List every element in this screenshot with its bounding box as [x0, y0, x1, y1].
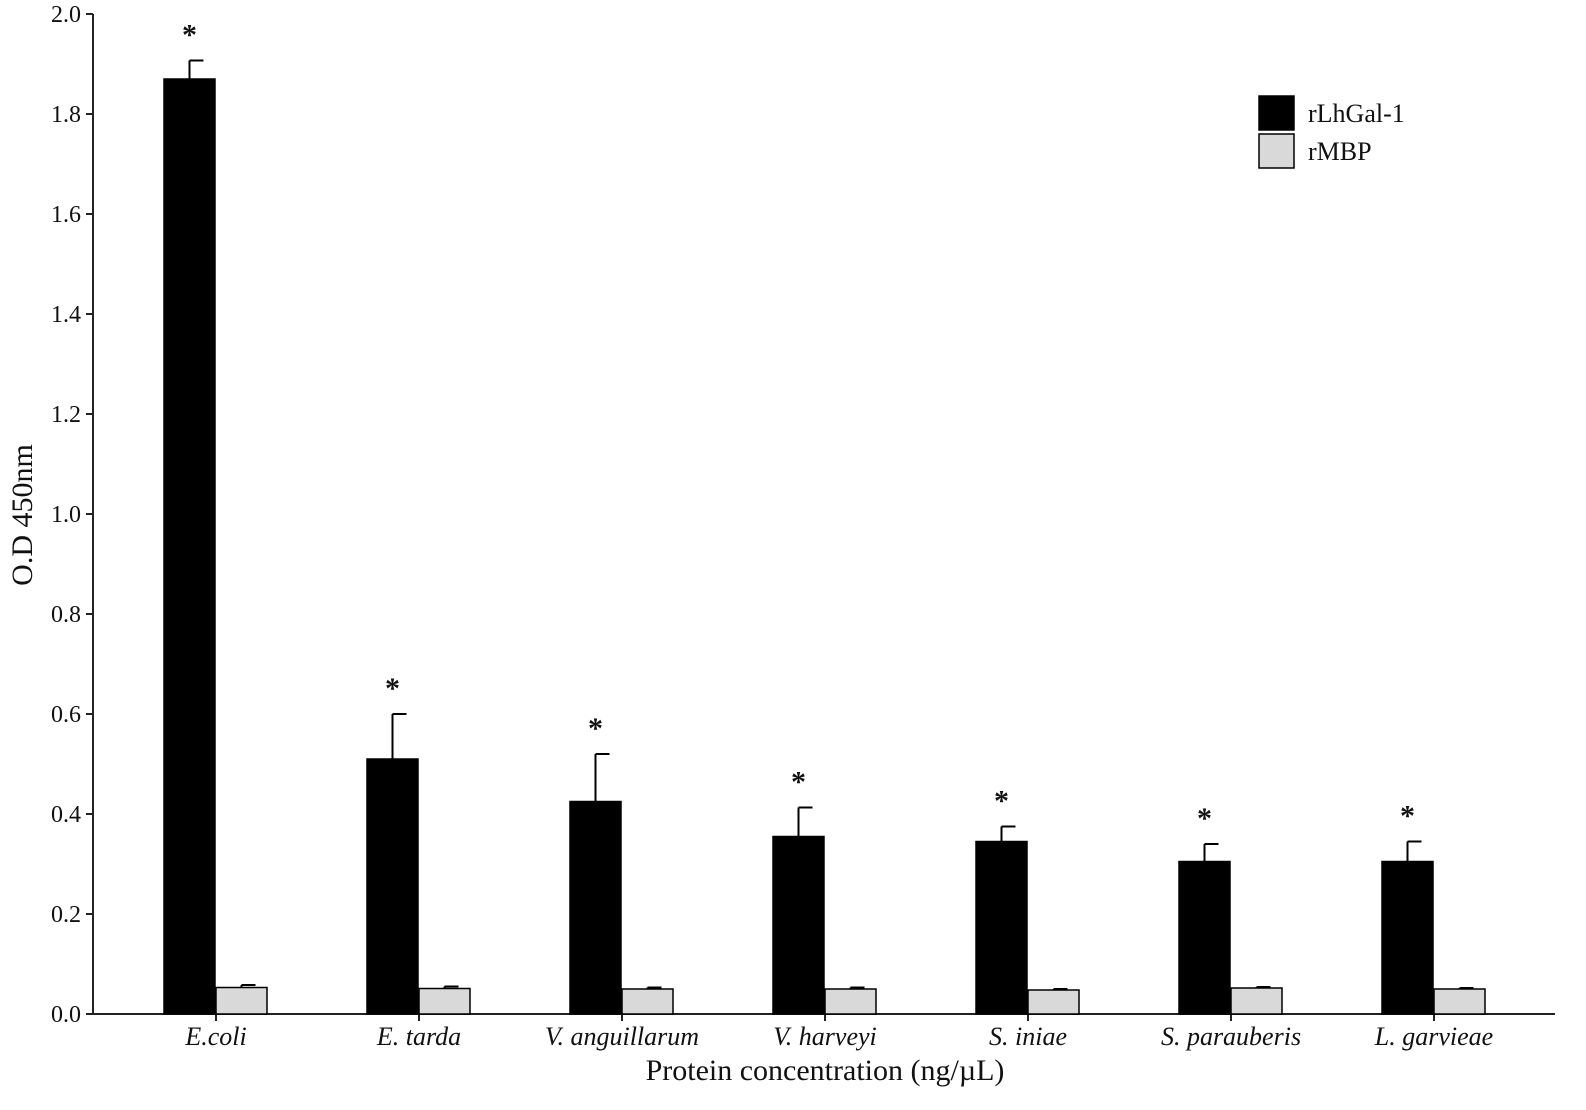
y-tick-label: 1.6	[51, 202, 81, 228]
y-tick-label: 2.0	[51, 2, 81, 28]
y-tick-label: 0.0	[51, 1002, 81, 1028]
significance-star: *	[1400, 800, 1415, 833]
significance-star: *	[182, 19, 197, 52]
legend-swatch	[1258, 95, 1295, 131]
bar-rmbp	[1230, 987, 1283, 1015]
y-tick-label: 0.6	[51, 702, 81, 728]
bars	[163, 78, 1486, 1015]
significance-star: *	[791, 766, 806, 799]
y-tick-label: 1.4	[51, 302, 81, 328]
significance-star: *	[1197, 802, 1212, 835]
legend-label: rMBP	[1308, 137, 1372, 166]
bar-rmbp	[1027, 989, 1080, 1015]
bar-rlhgal1	[163, 78, 216, 1015]
y-tick-label: 1.2	[51, 402, 81, 428]
x-tick-label: E. tarda	[376, 1022, 461, 1051]
bar-rmbp	[215, 986, 268, 1015]
significance-star: *	[994, 785, 1009, 818]
y-tick-label: 1.8	[51, 102, 81, 128]
bar-rlhgal1	[975, 840, 1028, 1015]
y-tick-label: 0.2	[51, 902, 81, 928]
bar-rmbp	[418, 987, 471, 1015]
x-tick-label: E.coli	[184, 1022, 246, 1051]
legend-swatch	[1258, 133, 1295, 169]
y-tick-label: 0.4	[51, 802, 81, 828]
error-bars	[188, 59, 1474, 990]
y-axis: 0.0 0.2 0.4 0.6 0.8 1.0 1.2 1.4 1.6 1.8 2.0	[51, 2, 94, 1028]
legend: rLhGal-1 rMBP	[1258, 95, 1405, 169]
x-axis: E.coli E. tarda V. anguillarum V. harveyi S.…	[93, 1013, 1555, 1051]
bar-rlhgal1	[772, 835, 825, 1015]
significance-star: *	[588, 712, 603, 745]
bar-rmbp	[621, 988, 674, 1015]
x-tick-label: V. harveyi	[773, 1022, 877, 1051]
bar-rlhgal1	[1381, 860, 1434, 1015]
y-tick-label: 1.0	[51, 502, 81, 528]
bar-rlhgal1	[569, 800, 622, 1015]
bar-rmbp	[824, 988, 877, 1015]
x-axis-title: Protein concentration (ng/µL)	[646, 1054, 1005, 1087]
significance-markers: * * * * * * *	[182, 19, 1415, 836]
x-tick-label: V. anguillarum	[545, 1022, 699, 1051]
x-tick-label: S. iniae	[989, 1022, 1067, 1051]
bar-rmbp	[1433, 988, 1486, 1015]
y-tick-label: 0.8	[51, 602, 81, 628]
significance-star: *	[385, 672, 400, 705]
bar-rlhgal1	[366, 758, 419, 1015]
bar-rlhgal1	[1178, 860, 1231, 1015]
y-axis-title: O.D 450nm	[6, 444, 39, 586]
legend-label: rLhGal-1	[1308, 99, 1405, 128]
x-tick-label: L. garvieae	[1374, 1022, 1493, 1051]
x-tick-label: S. parauberis	[1161, 1022, 1301, 1051]
